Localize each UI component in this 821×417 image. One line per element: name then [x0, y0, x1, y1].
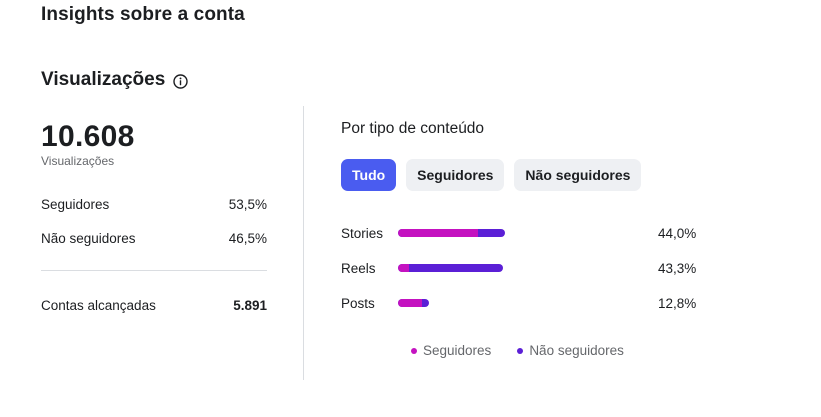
views-summary: 10.608 Visualizações Seguidores 53,5% Nã… — [41, 120, 267, 313]
bar-value: 44,0% — [658, 225, 697, 241]
legend-item-followers: Seguidores — [411, 343, 491, 358]
legend: Seguidores Não seguidores — [411, 343, 624, 358]
total-views-label: Visualizações — [41, 154, 115, 168]
bar-row-reels: Reels 43,3% — [341, 258, 701, 278]
bar-value: 43,3% — [658, 260, 697, 276]
filter-tabs: Tudo Seguidores Não seguidores — [341, 159, 642, 191]
stat-row-followers: Seguidores 53,5% — [41, 197, 267, 212]
stat-value: 5.891 — [233, 298, 267, 313]
section-title: Visualizações — [41, 69, 188, 91]
bar-fill — [398, 229, 505, 237]
stat-label: Não seguidores — [41, 231, 136, 246]
bar-label: Reels — [341, 260, 376, 276]
bar-track — [398, 299, 638, 307]
section-title-text: Visualizações — [41, 69, 166, 90]
bar-fill — [398, 264, 503, 272]
legend-item-non-followers: Não seguidores — [517, 343, 624, 358]
bar-label: Stories — [341, 225, 384, 241]
bar-row-stories: Stories 44,0% — [341, 223, 701, 243]
content-type-panel: Por tipo de conteúdo Tudo Seguidores Não… — [341, 120, 741, 358]
bar-followers-segment — [398, 229, 478, 237]
legend-dot — [411, 347, 417, 354]
bar-fill — [398, 299, 429, 307]
bar-followers-segment — [398, 299, 422, 307]
bar-label: Posts — [341, 295, 375, 311]
stat-label: Contas alcançadas — [41, 298, 156, 313]
bar-track — [398, 264, 638, 272]
bar-followers-segment — [398, 264, 409, 272]
content-type-title: Por tipo de conteúdo — [341, 120, 485, 137]
total-views: 10.608 — [41, 120, 135, 153]
bar-row-posts: Posts 12,8% — [341, 293, 701, 313]
info-icon[interactable] — [173, 73, 188, 89]
bar-track — [398, 229, 638, 237]
legend-label: Não seguidores — [529, 343, 624, 358]
stat-row-non-followers: Não seguidores 46,5% — [41, 231, 267, 246]
legend-dot — [517, 347, 524, 354]
tab-followers[interactable]: Seguidores — [406, 159, 505, 191]
page-title: Insights sobre a conta — [41, 4, 245, 25]
stat-row-accounts-reached: Contas alcançadas 5.891 — [41, 298, 267, 313]
bar-value: 12,8% — [658, 295, 697, 311]
stat-label: Seguidores — [41, 197, 110, 212]
tab-all[interactable]: Tudo — [341, 159, 397, 191]
vertical-divider — [303, 106, 304, 380]
stat-value: 53,5% — [228, 197, 267, 212]
tab-non-followers[interactable]: Não seguidores — [514, 159, 642, 191]
divider — [41, 270, 267, 271]
legend-label: Seguidores — [423, 343, 492, 358]
stat-value: 46,5% — [228, 231, 267, 246]
